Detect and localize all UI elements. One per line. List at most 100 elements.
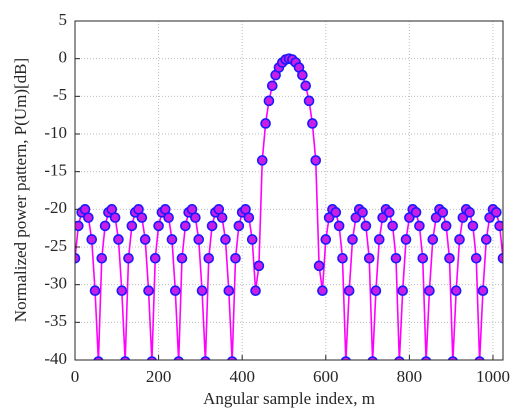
marker <box>99 220 111 232</box>
y-tick-label: -5 <box>53 85 67 104</box>
marker <box>390 252 402 264</box>
marker <box>75 220 84 232</box>
marker <box>330 207 342 218</box>
marker <box>89 285 101 296</box>
plot-area <box>75 21 503 360</box>
marker <box>266 80 278 92</box>
marker <box>343 285 355 296</box>
marker <box>397 285 408 296</box>
marker <box>139 234 151 245</box>
marker <box>166 234 178 245</box>
marker <box>203 252 215 264</box>
marker <box>467 220 479 232</box>
marker <box>190 212 201 223</box>
x-tick-label: 400 <box>229 367 255 386</box>
marker <box>123 252 134 264</box>
y-tick-label: -25 <box>44 236 67 255</box>
marker <box>75 253 81 264</box>
x-tick-label: 200 <box>146 367 172 386</box>
marker <box>200 356 211 360</box>
y-tick-label: -30 <box>44 274 67 293</box>
marker <box>180 220 191 232</box>
marker <box>384 207 395 218</box>
marker <box>173 356 184 360</box>
marker <box>307 118 318 129</box>
y-tick-label: -20 <box>44 198 67 217</box>
marker <box>96 252 108 264</box>
marker <box>437 207 449 218</box>
marker <box>263 95 275 107</box>
marker <box>367 356 378 360</box>
marker <box>317 285 328 296</box>
marker <box>149 252 161 264</box>
marker <box>120 356 131 360</box>
marker <box>230 252 241 264</box>
marker <box>464 207 475 218</box>
y-tick-label: -10 <box>44 123 67 142</box>
marker <box>227 356 238 360</box>
marker <box>333 220 345 232</box>
y-tick-label: 5 <box>59 10 68 29</box>
marker <box>146 356 157 360</box>
marker <box>497 253 503 264</box>
marker <box>193 234 205 245</box>
marker <box>253 260 265 272</box>
x-tick-label: 1000 <box>476 367 510 386</box>
marker <box>243 212 255 223</box>
marker <box>153 220 164 232</box>
marker <box>233 220 245 232</box>
y-axis-label: Normalized power pattern, P(Um)[dB] <box>11 58 30 322</box>
marker <box>303 95 315 107</box>
marker <box>400 234 412 245</box>
marker <box>410 207 422 218</box>
marker <box>417 252 429 264</box>
marker <box>474 356 485 360</box>
marker <box>370 285 382 296</box>
marker <box>470 252 482 264</box>
marker <box>363 252 375 264</box>
marker <box>313 260 325 272</box>
marker <box>421 356 432 360</box>
marker <box>373 234 385 245</box>
marker <box>116 285 128 296</box>
marker <box>424 285 435 296</box>
marker <box>360 220 372 232</box>
marker <box>394 356 405 360</box>
marker <box>113 234 124 245</box>
marker <box>414 220 425 232</box>
marker <box>136 212 148 223</box>
marker <box>337 252 348 264</box>
x-axis-label: Angular sample index, m <box>203 389 375 408</box>
marker <box>83 212 94 223</box>
marker <box>216 212 228 223</box>
x-tick-label: 800 <box>397 367 423 386</box>
marker <box>256 155 268 166</box>
marker <box>170 285 181 296</box>
marker <box>143 285 154 296</box>
marker <box>450 285 462 296</box>
marker <box>454 234 465 245</box>
y-tick-label: -35 <box>44 311 67 330</box>
marker <box>444 252 455 264</box>
marker <box>494 220 503 232</box>
marks <box>75 53 503 360</box>
x-tick-label: 0 <box>71 367 80 386</box>
marker <box>126 220 138 232</box>
axes-box <box>74 20 504 361</box>
marker <box>387 220 398 232</box>
marker <box>297 69 308 81</box>
marker <box>427 234 439 245</box>
marker <box>260 118 271 129</box>
marker <box>93 356 104 360</box>
marker <box>163 212 174 223</box>
marker <box>246 234 258 245</box>
marker <box>109 212 121 223</box>
marker <box>320 234 332 245</box>
marker <box>340 356 351 360</box>
marker <box>477 285 489 296</box>
marker <box>310 155 322 166</box>
marker <box>176 252 188 264</box>
marker <box>220 234 231 245</box>
marker <box>347 234 358 245</box>
